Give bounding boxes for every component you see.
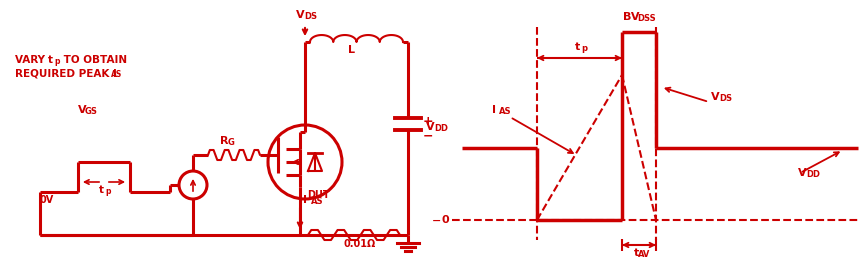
Text: G: G — [228, 138, 235, 147]
Text: +: + — [423, 115, 433, 128]
Text: AV: AV — [638, 250, 650, 259]
Text: AS: AS — [111, 70, 122, 79]
Text: DD: DD — [434, 124, 448, 133]
Text: V: V — [426, 122, 434, 132]
Text: TO OBTAIN: TO OBTAIN — [60, 55, 127, 65]
Text: DD: DD — [806, 170, 820, 179]
Text: V: V — [798, 168, 807, 178]
Text: 0.01Ω: 0.01Ω — [344, 239, 376, 249]
Text: REQUIRED PEAK I: REQUIRED PEAK I — [15, 68, 117, 78]
Text: t: t — [99, 185, 104, 195]
Text: p: p — [106, 187, 111, 196]
Text: AS: AS — [311, 197, 324, 206]
Text: −: − — [423, 129, 433, 142]
Text: −: − — [432, 216, 441, 226]
Text: DS: DS — [304, 12, 317, 21]
Text: I: I — [303, 195, 307, 205]
Text: VARY: VARY — [15, 55, 48, 65]
Text: L: L — [348, 45, 355, 55]
Text: DSS: DSS — [637, 14, 656, 23]
Text: DUT: DUT — [307, 190, 330, 200]
Text: V: V — [78, 105, 86, 115]
Text: p: p — [581, 44, 587, 53]
Text: V: V — [296, 10, 304, 20]
Text: p: p — [54, 57, 60, 66]
Text: 0: 0 — [442, 215, 450, 225]
Text: R: R — [220, 136, 228, 146]
Text: BV: BV — [623, 12, 639, 22]
Text: DS: DS — [719, 94, 732, 103]
Text: I: I — [492, 105, 496, 115]
Text: t: t — [574, 42, 580, 52]
Text: t: t — [633, 248, 638, 258]
Text: 0V: 0V — [40, 195, 54, 205]
Text: AS: AS — [499, 107, 511, 116]
Text: t: t — [48, 55, 53, 65]
Text: GS: GS — [85, 107, 98, 116]
Text: V: V — [711, 92, 720, 102]
